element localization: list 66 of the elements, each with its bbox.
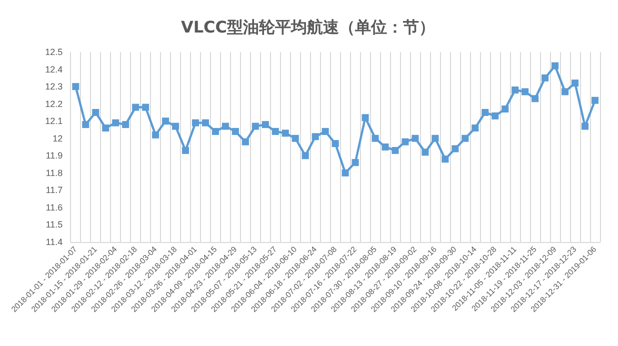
point [442, 156, 449, 163]
point [482, 108, 489, 116]
point [122, 121, 130, 128]
y-tick-label: 11.5 [46, 220, 63, 230]
point [382, 144, 389, 150]
y-tick-label: 12.3 [45, 82, 63, 92]
point [492, 112, 499, 120]
point [532, 95, 539, 102]
point [292, 134, 299, 142]
point [402, 138, 409, 146]
point [342, 169, 349, 176]
y-tick-label: 12 [52, 133, 63, 144]
point [242, 138, 249, 146]
point [152, 131, 160, 138]
point [192, 119, 200, 126]
point [562, 88, 569, 96]
point [172, 122, 180, 130]
point [232, 128, 239, 135]
point [542, 74, 549, 82]
chart-title: VLCC型油轮平均航速（单位：节） [180, 18, 436, 36]
point [372, 134, 379, 142]
point [462, 134, 469, 142]
point [222, 122, 229, 130]
point [522, 88, 529, 96]
point [302, 152, 309, 160]
y-tick-label: 11.8 [46, 168, 63, 178]
y-tick-label: 12.2 [45, 98, 63, 109]
y-tick-label: 12.1 [45, 116, 63, 126]
y-tick-label: 11.9 [46, 150, 63, 161]
point [332, 140, 339, 148]
point [162, 118, 170, 125]
point [312, 133, 319, 140]
point [502, 106, 509, 112]
point [72, 83, 80, 90]
point [422, 148, 429, 156]
y-tick-label: 11.4 [46, 237, 63, 247]
point [92, 108, 100, 116]
point [322, 128, 329, 135]
y-tick-label: 11.6 [46, 202, 63, 212]
point [452, 145, 459, 152]
point [512, 86, 519, 94]
y-tick-label: 12.4 [45, 64, 63, 74]
point [132, 104, 140, 111]
point [102, 124, 110, 132]
y-tick-label: 12.5 [45, 47, 63, 57]
point [282, 130, 289, 137]
point [572, 80, 579, 87]
point [262, 121, 269, 128]
point [142, 104, 150, 111]
y-tick-label: 11.7 [46, 185, 63, 196]
point [592, 96, 599, 104]
point [582, 122, 589, 130]
point [272, 128, 279, 135]
point [252, 122, 259, 130]
point [202, 119, 209, 126]
point [392, 146, 399, 154]
point [212, 128, 219, 135]
point [182, 146, 190, 154]
point [112, 119, 120, 126]
point [352, 159, 359, 166]
point [432, 134, 439, 142]
point [82, 121, 90, 128]
point [412, 134, 419, 142]
point [552, 62, 559, 70]
point [362, 114, 369, 122]
point [472, 124, 479, 132]
